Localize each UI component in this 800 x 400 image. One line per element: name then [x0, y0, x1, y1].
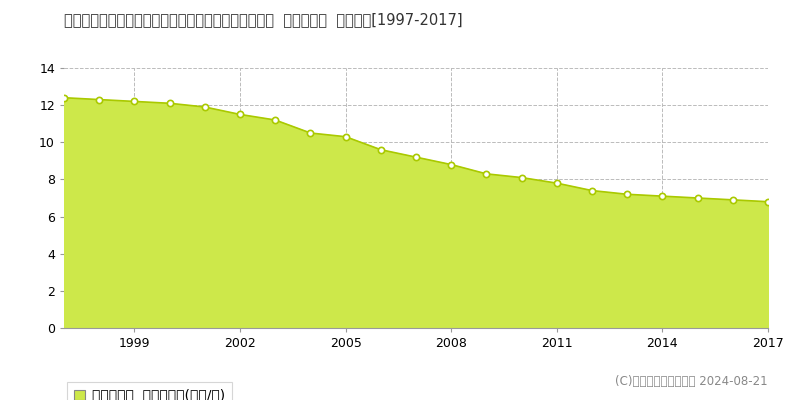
Legend: 基準地価格  平均坪単価(万円/坪): 基準地価格 平均坪単価(万円/坪)	[67, 382, 233, 400]
Text: 福島県耶麻郡猪苗代町大字千代田字千代田２番１７外  基準地価格  地価推移[1997-2017]: 福島県耶麻郡猪苗代町大字千代田字千代田２番１７外 基準地価格 地価推移[1997…	[64, 12, 462, 27]
Text: (C)土地価格ドットコム 2024-08-21: (C)土地価格ドットコム 2024-08-21	[615, 375, 768, 388]
